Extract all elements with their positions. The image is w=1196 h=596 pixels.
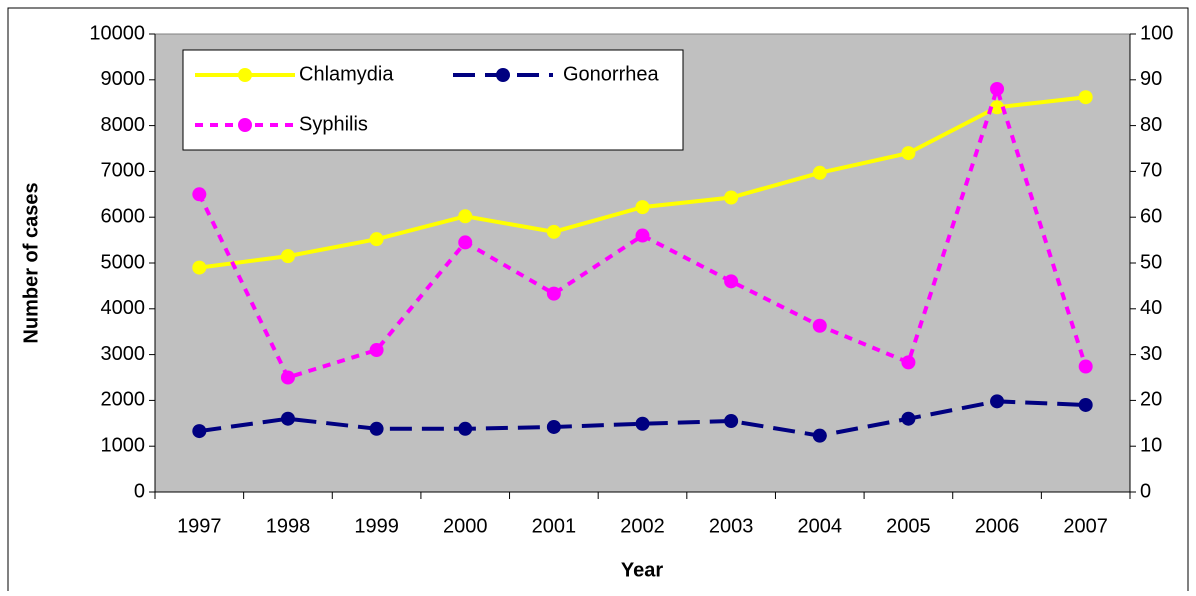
y2-tick-label: 90: [1140, 68, 1162, 90]
data-point: [546, 286, 561, 301]
x-tick-label: 2001: [532, 515, 577, 537]
y2-tick-label: 100: [1140, 22, 1173, 44]
x-tick-label: 2005: [886, 515, 931, 537]
data-point: [192, 424, 207, 439]
data-point: [280, 411, 295, 426]
x-tick-label: 2006: [975, 515, 1020, 537]
data-point: [546, 419, 561, 434]
data-point: [458, 235, 473, 250]
x-tick-label: 1999: [354, 515, 399, 537]
y-tick-label: 2000: [101, 389, 146, 411]
data-point: [192, 260, 207, 275]
y-tick-label: 1000: [101, 434, 146, 456]
data-point: [1078, 359, 1093, 374]
data-point: [280, 249, 295, 264]
data-point: [812, 428, 827, 443]
y2-tick-label: 80: [1140, 114, 1162, 136]
data-point: [458, 209, 473, 224]
data-point: [724, 190, 739, 205]
y2-tick-label: 40: [1140, 297, 1162, 319]
legend-label: Gonorrhea: [563, 63, 659, 85]
legend-label: Syphilis: [299, 113, 368, 135]
y2-tick-label: 50: [1140, 251, 1162, 273]
data-point: [546, 224, 561, 239]
series-line: [199, 399, 1086, 438]
data-point: [901, 355, 916, 370]
data-point: [192, 187, 207, 202]
y-tick-label: 5000: [101, 251, 146, 273]
data-point: [724, 274, 739, 289]
data-point: [1078, 90, 1093, 105]
y-tick-label: 7000: [101, 160, 146, 182]
data-point: [635, 416, 650, 431]
y-tick-label: 6000: [101, 205, 146, 227]
data-point: [635, 228, 650, 243]
y2-tick-label: 20: [1140, 389, 1162, 411]
x-tick-label: 2003: [709, 515, 754, 537]
y-tick-label: 3000: [101, 343, 146, 365]
x-tick-label: 1997: [177, 515, 222, 537]
data-point: [635, 200, 650, 215]
y-tick-label: 8000: [101, 114, 146, 136]
legend-marker: [496, 68, 510, 82]
x-tick-label: 2000: [443, 515, 488, 537]
legend-marker: [238, 118, 252, 132]
data-point: [990, 100, 1005, 115]
x-tick-label: 1998: [266, 515, 311, 537]
data-point: [280, 370, 295, 385]
x-tick-label: 2004: [798, 515, 843, 537]
y2-tick-label: 0: [1140, 480, 1151, 502]
y2-tick-label: 30: [1140, 343, 1162, 365]
y2-tick-label: 10: [1140, 434, 1162, 456]
legend-label: Chlamydia: [299, 63, 394, 85]
y2-tick-label: 60: [1140, 205, 1162, 227]
data-point: [812, 165, 827, 180]
data-point: [458, 421, 473, 436]
y-tick-label: 4000: [101, 297, 146, 319]
data-point: [901, 146, 916, 161]
x-tick-label: 2002: [620, 515, 665, 537]
data-point: [812, 318, 827, 333]
data-point: [369, 343, 384, 358]
legend-box: [182, 49, 684, 151]
data-point: [369, 421, 384, 436]
data-point: [990, 81, 1005, 96]
y-tick-label: 10000: [89, 22, 145, 44]
data-point: [1078, 397, 1093, 412]
data-point: [724, 414, 739, 429]
x-tick-label: 2007: [1063, 515, 1108, 537]
y-axis-label: Number of cases: [20, 182, 42, 343]
data-point: [369, 232, 384, 247]
legend-marker: [238, 68, 252, 82]
y-tick-label: 0: [134, 480, 145, 502]
data-point: [901, 411, 916, 426]
y-tick-label: 9000: [101, 68, 146, 90]
x-axis-label: Year: [621, 559, 663, 581]
data-point: [990, 394, 1005, 409]
y2-tick-label: 70: [1140, 160, 1162, 182]
